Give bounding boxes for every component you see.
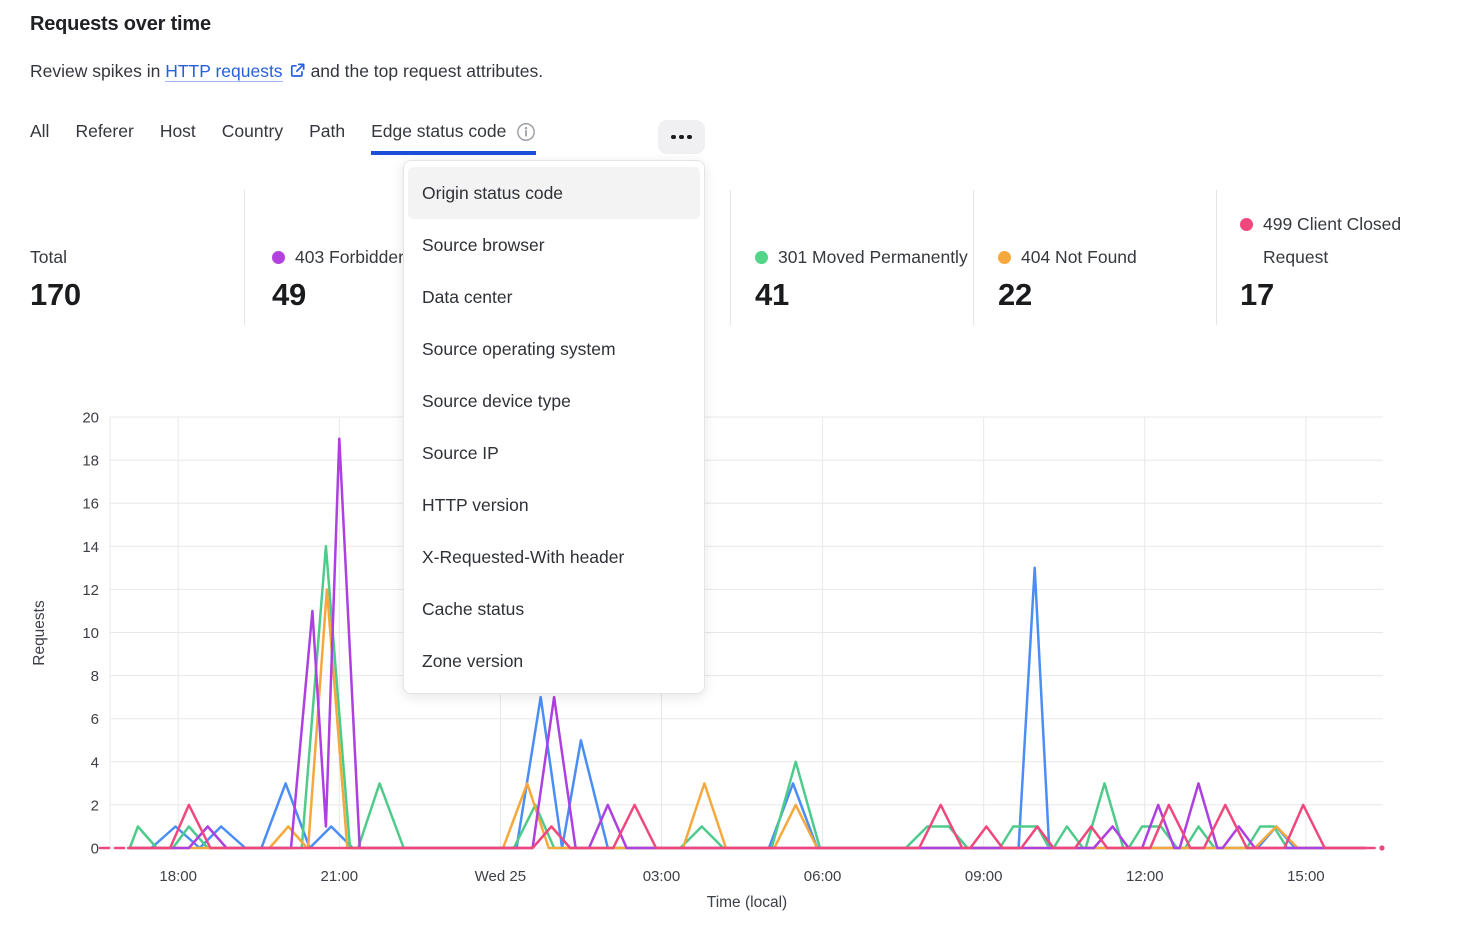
tab-label: Edge status code [371, 121, 507, 141]
svg-text:09:00: 09:00 [965, 868, 1003, 885]
svg-text:2: 2 [91, 797, 99, 814]
stat-301-moved-permanently[interactable]: 301 Moved Permanently 41 [755, 186, 973, 314]
legend-dot [998, 251, 1011, 264]
series-unlabeled-blue-legend-hidden-behind-menu [128, 566, 1367, 850]
tab-path[interactable]: Path [309, 121, 345, 155]
info-icon [517, 122, 536, 141]
subtitle-prefix: Review spikes in [30, 61, 166, 81]
more-options-icon [671, 134, 676, 140]
stat-divider [973, 190, 974, 325]
svg-text:4: 4 [91, 754, 99, 771]
stat-label: Total [30, 247, 67, 267]
menu-item-source-device-type[interactable]: Source device type [422, 390, 571, 411]
attribute-menu: Origin status code Source browser Data cen… [403, 160, 705, 694]
tab-edge-status-code[interactable]: Edge status code [371, 121, 537, 155]
stat-label: 499 Client Closed Request [1263, 214, 1402, 267]
stat-value: 41 [755, 277, 789, 312]
stat-divider [244, 190, 245, 325]
series-lines [98, 437, 1385, 851]
http-requests-link[interactable]: HTTP requests [165, 61, 283, 82]
more-options-button[interactable] [658, 120, 705, 154]
x-axis-title: Time (local) [707, 894, 787, 911]
svg-text:03:00: 03:00 [643, 868, 681, 885]
tab-label: Path [309, 121, 346, 141]
svg-text:06:00: 06:00 [804, 868, 842, 885]
tab-label: Host [159, 121, 196, 141]
series-499-client-closed-request [126, 803, 1376, 850]
stat-value: 17 [1240, 277, 1274, 312]
stat-label: 403 Forbidden [295, 247, 408, 267]
svg-text:Wed 25: Wed 25 [475, 868, 526, 885]
tab-host[interactable]: Host [160, 121, 196, 155]
svg-text:21:00: 21:00 [321, 868, 359, 885]
stat-label: 404 Not Found [1021, 247, 1137, 267]
stat-total: Total 170 [30, 186, 248, 314]
gridlines [109, 416, 1383, 849]
svg-text:18: 18 [82, 453, 99, 470]
series-403-forbidden [128, 437, 1367, 850]
tab-label: All [30, 121, 50, 141]
menu-item-origin-status-code[interactable]: Origin status code [408, 167, 700, 219]
tab-all[interactable]: All [30, 121, 49, 155]
stat-divider [1216, 190, 1217, 325]
svg-text:20: 20 [82, 410, 99, 427]
menu-item-source-ip[interactable]: Source IP [422, 442, 499, 463]
svg-text:6: 6 [91, 711, 99, 728]
menu-item-http-version[interactable]: HTTP version [422, 494, 529, 515]
tab-country[interactable]: Country [222, 121, 283, 155]
stat-404-not-found[interactable]: 404 Not Found 22 [998, 186, 1216, 314]
menu-item-zone-version[interactable]: Zone version [422, 650, 524, 671]
stat-value: 49 [272, 277, 306, 312]
menu-item-x-requested-with-header[interactable]: X-Requested-With header [422, 546, 625, 567]
stat-label: 301 Moved Permanently [778, 247, 968, 267]
legend-dot [1240, 218, 1253, 231]
svg-text:12: 12 [82, 582, 99, 599]
page-title: Requests over time [30, 13, 211, 35]
svg-text:10: 10 [82, 625, 99, 642]
subtitle-suffix: and the top request attributes. [310, 61, 544, 81]
axis-tick-labels: 0 2 4 6 8 10 12 14 16 18 20 18:00 21:00 Wed 25 03:00 06… [82, 410, 1324, 886]
series-end-dot [1379, 845, 1385, 851]
legend-dot [272, 251, 285, 264]
svg-text:14: 14 [82, 539, 99, 556]
menu-item-source-browser[interactable]: Source browser [422, 234, 545, 255]
series-301-moved-permanently [128, 545, 1367, 850]
stat-403-forbidden[interactable]: 403 Forbidden 49 [272, 186, 490, 314]
stat-value: 22 [998, 277, 1032, 312]
y-axis-title: Requests [31, 600, 48, 666]
menu-item-source-operating-system[interactable]: Source operating system [422, 338, 616, 359]
svg-text:16: 16 [82, 496, 99, 513]
svg-text:8: 8 [91, 668, 99, 685]
tab-bar: All Referer Host Country Path Edge status cod… [30, 121, 537, 155]
svg-text:0: 0 [91, 841, 99, 858]
legend-dot [755, 251, 768, 264]
tab-referer[interactable]: Referer [75, 121, 133, 155]
external-link-icon [290, 63, 305, 77]
svg-text:18:00: 18:00 [159, 868, 197, 885]
svg-text:15:00: 15:00 [1287, 868, 1325, 885]
tab-label: Country [221, 121, 284, 141]
menu-item-cache-status[interactable]: Cache status [422, 598, 525, 619]
svg-text:12:00: 12:00 [1126, 868, 1164, 885]
page-subtitle: Review spikes in HTTP requests and the to… [30, 61, 543, 82]
menu-item-data-center[interactable]: Data center [422, 286, 513, 307]
stat-499-client-closed-request[interactable]: 499 Client Closed Request 17 [1240, 186, 1458, 314]
stat-divider [730, 190, 731, 325]
stat-value: 170 [30, 277, 81, 312]
tab-label: Referer [75, 121, 134, 141]
